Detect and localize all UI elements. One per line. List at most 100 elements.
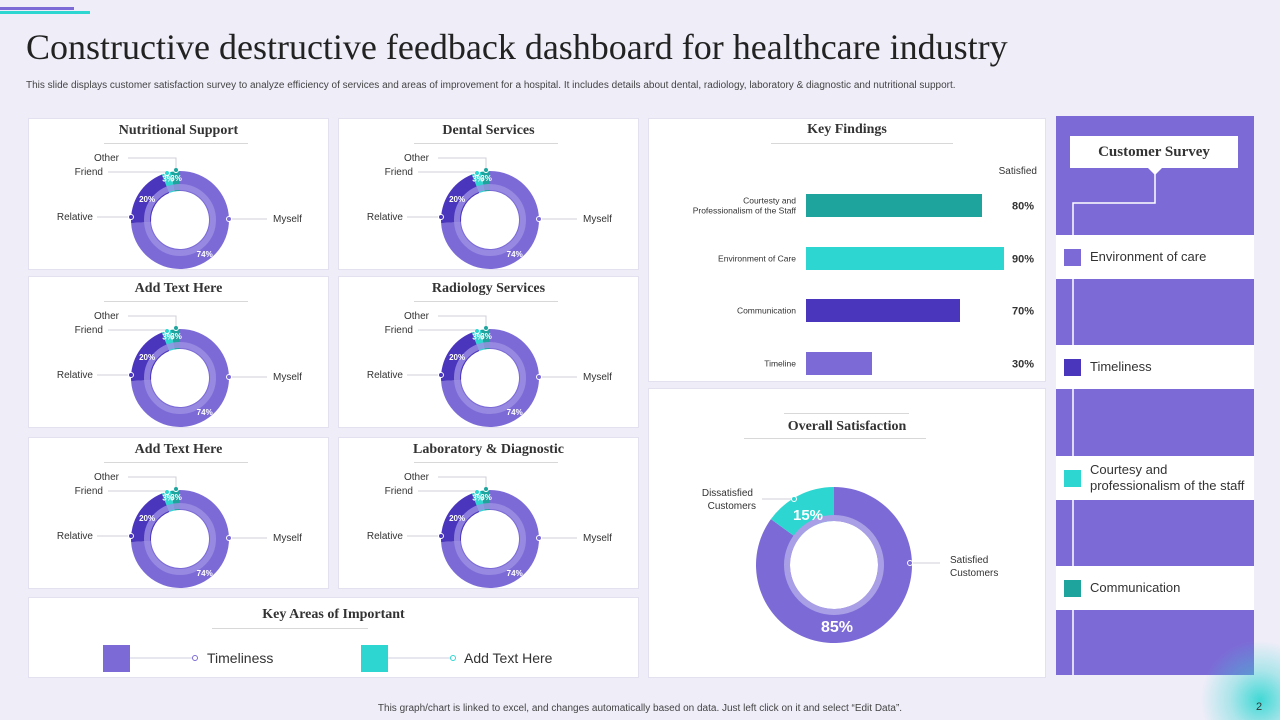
- page-title: Constructive destructive feedback dashbo…: [26, 27, 1008, 67]
- donut-panel[interactable]: Dental Services 74% 20% 3% 3% Myself Relative F…: [338, 118, 639, 270]
- donut-value-label: 74%: [197, 569, 213, 578]
- title-overline: [784, 413, 909, 414]
- key-areas-panel: Key Areas of Important Timeliness Add Te…: [28, 597, 639, 678]
- callout-line: [438, 157, 487, 168]
- key-findings-panel[interactable]: Key Findings Satisfied Courtesty and Profe…: [648, 118, 1046, 382]
- donut-label-relative: Relative: [367, 212, 404, 223]
- donut-value-label: 74%: [507, 250, 523, 259]
- donut-title: Add Text Here: [134, 442, 223, 457]
- donut-slice-satisfied[interactable]: [756, 487, 912, 643]
- donut-value-label: 3%: [162, 333, 174, 342]
- callout-dot: [791, 496, 797, 502]
- callout-dot: [226, 535, 232, 541]
- survey-swatch: [1064, 469, 1081, 487]
- donut-label-friend: Friend: [385, 167, 413, 178]
- donut-slice-relative[interactable]: [131, 493, 170, 543]
- title-underline: [212, 628, 368, 629]
- callout-dot: [438, 533, 444, 539]
- donut-slice-relative[interactable]: [441, 174, 480, 224]
- donut-title: Dental Services: [442, 123, 535, 138]
- donut-panel[interactable]: Radiology Services 74% 20% 3% 3% Myself Relati…: [338, 276, 639, 428]
- satisfied-column-header: Satisfied: [999, 166, 1037, 177]
- donut-chart[interactable]: 74% 20% 3%3% Myself Relative Friend Other: [339, 119, 640, 271]
- connector-dot: [450, 655, 456, 661]
- callout-dot: [173, 167, 179, 173]
- overall-donut-chart[interactable]: 85% 15% Satisfied Customers Dissatisfied Cust…: [649, 389, 1047, 679]
- title-underline: [414, 301, 558, 302]
- donut-label-relative: Relative: [57, 531, 94, 542]
- donut-label-myself: Myself: [583, 372, 612, 383]
- donut-value-label: 20%: [449, 514, 465, 523]
- donut-label-myself: Myself: [273, 372, 302, 383]
- callout-line: [128, 476, 177, 487]
- donut-label-myself: Myself: [273, 533, 302, 544]
- donut-slice-relative[interactable]: [131, 174, 170, 224]
- donut-slice-dissatisfied[interactable]: [770, 487, 834, 540]
- page-number: 2: [1256, 701, 1263, 713]
- satisfied-label: Customers: [950, 568, 998, 579]
- donut-value-label: 3%: [472, 333, 484, 342]
- callout-dot: [483, 167, 489, 173]
- survey-item: Environment of care: [1056, 235, 1254, 279]
- accent-bar-cyan: [0, 11, 90, 14]
- bar-2[interactable]: [806, 299, 960, 322]
- callout-line: [438, 315, 487, 326]
- customer-survey-panel: Customer Survey Environment of care Time…: [1056, 116, 1254, 675]
- donut-label-other: Other: [94, 472, 120, 483]
- bar-3[interactable]: [806, 352, 872, 375]
- survey-item: Timeliness: [1056, 345, 1254, 389]
- donut-value-label: 3%: [162, 175, 174, 184]
- donut-value-label: 3%: [480, 174, 492, 183]
- callout-dot: [226, 216, 232, 222]
- callout-dot: [438, 372, 444, 378]
- donut-panel[interactable]: Add Text Here 74% 20% 3% 3% Myself Relative Fri…: [28, 276, 329, 428]
- donut-label-relative: Relative: [367, 531, 404, 542]
- donut-label-friend: Friend: [75, 167, 103, 178]
- callout-dot: [164, 328, 170, 334]
- donut-label-relative: Relative: [57, 212, 94, 223]
- donut-value-label: 20%: [449, 195, 465, 204]
- donut-label-other: Other: [404, 472, 430, 483]
- donut-slice-relative[interactable]: [441, 493, 480, 543]
- callout-dot: [438, 214, 444, 220]
- callout-dot: [483, 325, 489, 331]
- callout-dot: [173, 325, 179, 331]
- callout-dot: [474, 170, 480, 176]
- inner-ring: [784, 515, 884, 615]
- key-area-label: Add Text Here: [464, 650, 553, 666]
- donut-label-myself: Myself: [583, 214, 612, 225]
- donut-value-label: 3%: [480, 332, 492, 341]
- bar-value-label: 90%: [1012, 254, 1034, 266]
- bar-1[interactable]: [806, 247, 1004, 270]
- donut-value-label: 3%: [472, 494, 484, 503]
- title-underline: [104, 462, 248, 463]
- callout-dot: [226, 374, 232, 380]
- donut-slice-relative[interactable]: [131, 332, 170, 382]
- dissatisfied-label: Dissatisfied: [702, 488, 753, 499]
- key-area-label: Timeliness: [207, 650, 273, 666]
- overall-satisfaction-panel[interactable]: Overall Satisfaction 85% 15% Satisfied Cust…: [648, 388, 1046, 678]
- donut-chart[interactable]: 74% 20% 3%3% Myself Relative Friend Other: [29, 119, 330, 271]
- donut-chart[interactable]: 74% 20% 3%3% Myself Relative Friend Other: [29, 438, 330, 590]
- satisfied-label: Satisfied: [950, 555, 988, 566]
- donut-panel[interactable]: Laboratory & Diagnostic 74% 20% 3% 3% Myself R…: [338, 437, 639, 589]
- inner-ring: [454, 184, 526, 256]
- callout-dot: [536, 216, 542, 222]
- donut-panel[interactable]: Add Text Here 74% 20% 3% 3% Myself Relative Fri…: [28, 437, 329, 589]
- title-underline: [771, 143, 953, 144]
- donut-chart[interactable]: 74% 20% 3%3% Myself Relative Friend Other: [339, 277, 640, 429]
- donut-label-other: Other: [94, 311, 120, 322]
- donut-label-other: Other: [404, 153, 430, 164]
- title-underline: [104, 301, 248, 302]
- donut-chart[interactable]: 74% 20% 3%3% Myself Relative Friend Other: [339, 438, 640, 590]
- survey-item-label: Courtesy and professionalism of the staf…: [1090, 462, 1245, 493]
- donut-label-friend: Friend: [385, 486, 413, 497]
- donut-panel[interactable]: Nutritional Support 74% 20% 3% 3% Myself Relat…: [28, 118, 329, 270]
- donut-title: Add Text Here: [134, 281, 223, 296]
- donut-slice-relative[interactable]: [441, 332, 480, 382]
- donut-chart[interactable]: 74% 20% 3%3% Myself Relative Friend Other: [29, 277, 330, 429]
- bar-0[interactable]: [806, 194, 982, 217]
- accent-bar-purple: [0, 7, 74, 10]
- donut-value-label: 74%: [197, 250, 213, 259]
